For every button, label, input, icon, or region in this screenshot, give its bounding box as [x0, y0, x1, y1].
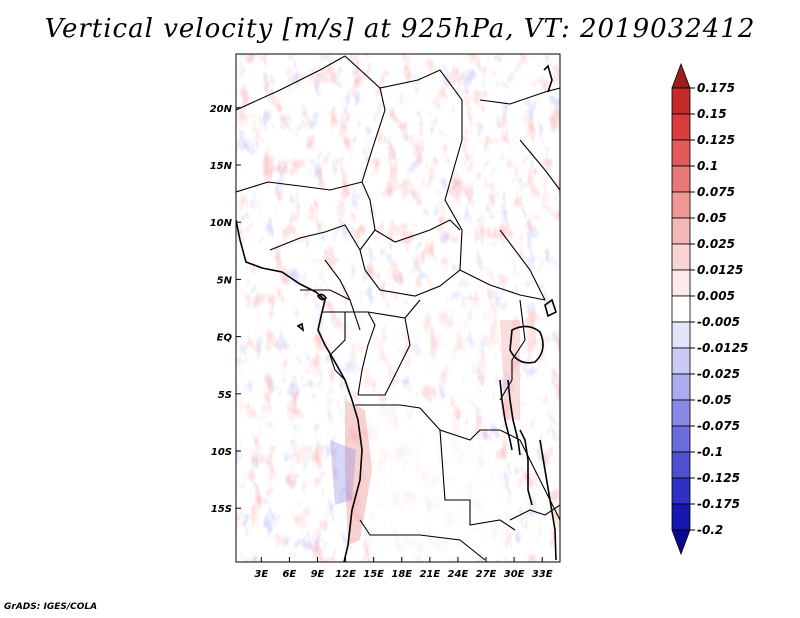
longitude-axis: 3E 6E 9E 12E 15E 18E 21E 24E 27E 30E 33E — [254, 557, 553, 580]
lat-label: 5S — [218, 390, 232, 401]
colorbar-bin — [671, 425, 691, 453]
country-borders — [236, 55, 560, 561]
colorbar-bin — [671, 477, 691, 505]
lat-label: 10S — [211, 447, 232, 458]
chart-title: Vertical velocity [m/s] at 925hPa, VT: 2… — [44, 14, 756, 44]
colorbar-bin — [671, 113, 691, 141]
colorbar-label: -0.005 — [697, 315, 740, 329]
lon-label: 9E — [311, 569, 325, 580]
plot-frame — [235, 53, 561, 563]
coastlines-lakes — [236, 64, 557, 562]
colorbar-label: 0.15 — [697, 107, 727, 121]
lat-label: 5N — [217, 275, 233, 286]
colorbar-bin — [671, 399, 691, 427]
grads-credit: GrADS: IGES/COLA — [4, 602, 98, 612]
colorbar-bin — [671, 87, 691, 115]
colorbar-bin — [671, 139, 691, 167]
colorbar-bin — [671, 503, 691, 531]
colorbar-label: 0.05 — [697, 211, 727, 225]
lat-label: 10N — [210, 218, 233, 229]
lon-label: 33E — [532, 569, 553, 580]
colorbar-label: -0.05 — [697, 393, 732, 407]
colorbar-label: -0.025 — [697, 367, 740, 381]
colorbar-label: 0.1 — [697, 159, 718, 173]
colorbar-bin — [671, 269, 691, 297]
latitude-axis: 20N 15N 10N 5N EQ 5S 10S 15S — [210, 104, 241, 515]
colorbar-label: 0.075 — [697, 185, 735, 199]
colorbar-label: 0.005 — [697, 289, 735, 303]
colorbar: 0.175 0.15 0.125 0.1 0.075 0.05 0.025 0.0125 0.0… — [671, 62, 748, 556]
colorbar-label: 0.175 — [697, 81, 735, 95]
lon-label: 21E — [419, 569, 440, 580]
colorbar-bin — [671, 451, 691, 479]
lon-label: 24E — [448, 569, 469, 580]
lon-label: 27E — [476, 569, 497, 580]
colorbar-label: -0.125 — [697, 471, 740, 485]
colorbar-bin — [671, 295, 691, 323]
colorbar-bin — [671, 321, 691, 349]
colorbar-label: -0.075 — [697, 419, 740, 433]
colorbar-bin — [671, 165, 691, 193]
lat-label: EQ — [217, 333, 233, 344]
colorbar-label: 0.125 — [697, 133, 735, 147]
colorbar-bin — [671, 529, 691, 556]
colorbar-label: -0.1 — [697, 445, 723, 459]
colorbar-label: -0.2 — [697, 523, 723, 537]
lon-label: 15E — [363, 569, 384, 580]
colorbar-label: -0.175 — [697, 497, 740, 511]
colorbar-bin — [671, 373, 691, 401]
colorbar-bin — [671, 62, 691, 89]
lon-label: 18E — [391, 569, 412, 580]
colorbar-bin — [671, 217, 691, 245]
colorbar-bin — [671, 347, 691, 375]
lon-label: 3E — [254, 569, 268, 580]
lat-label: 15N — [210, 161, 233, 172]
lat-label: 20N — [210, 104, 233, 115]
colorbar-label: 0.0125 — [697, 263, 743, 277]
colorbar-bin — [671, 191, 691, 219]
colorbar-label: 0.025 — [697, 237, 735, 251]
vertical-velocity-field — [236, 54, 560, 562]
colorbar-label: -0.0125 — [697, 341, 748, 355]
lon-label: 30E — [504, 569, 525, 580]
lat-label: 15S — [211, 504, 232, 515]
colorbar-bin — [671, 243, 691, 271]
lon-label: 12E — [335, 569, 356, 580]
lon-label: 6E — [282, 569, 296, 580]
